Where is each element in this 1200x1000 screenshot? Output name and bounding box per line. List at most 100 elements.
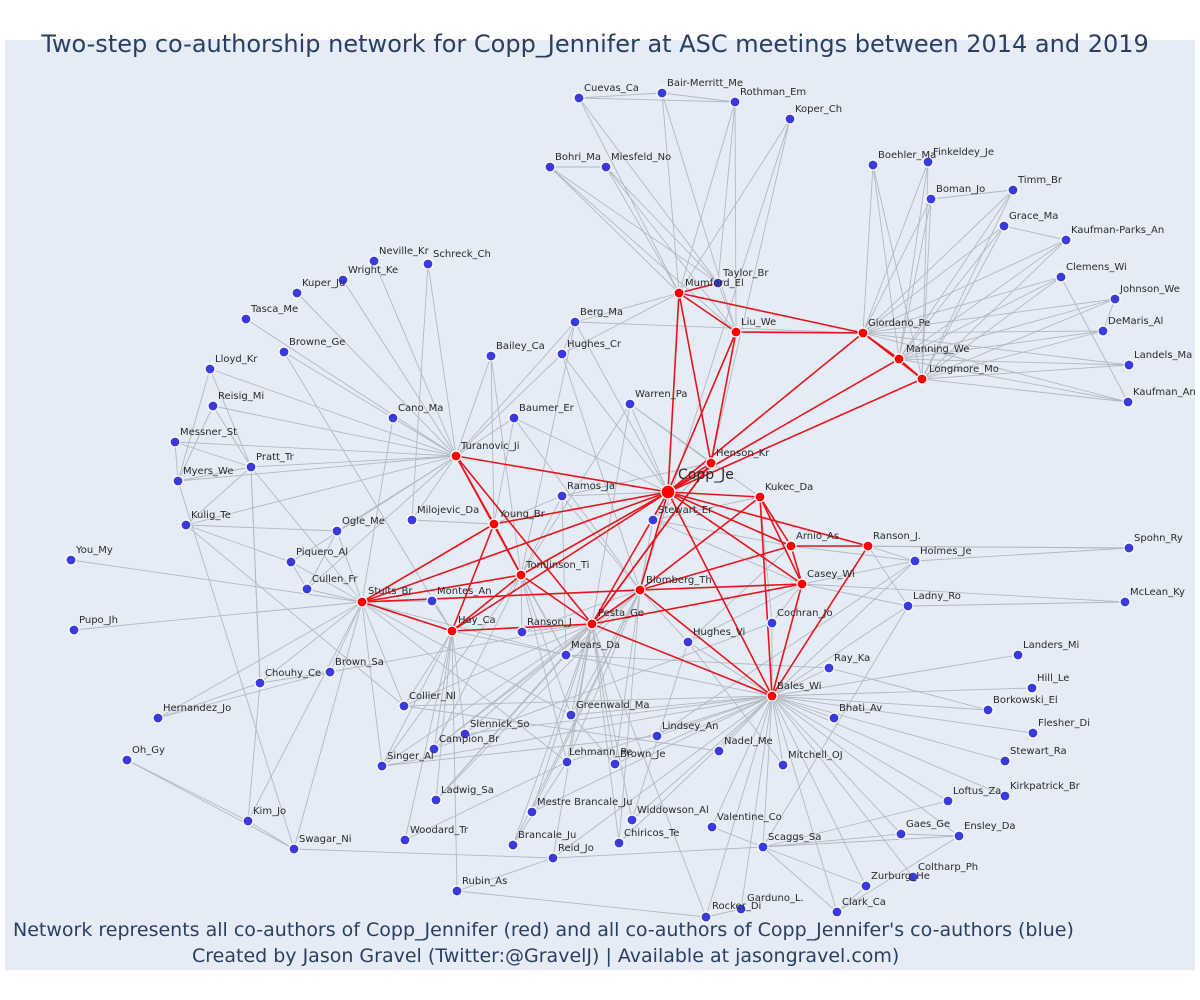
node-young-br[interactable] [488,518,500,530]
node-ensley-da[interactable] [953,830,965,842]
node-giordano-pe[interactable] [857,327,869,339]
node-clemens-wi[interactable] [1055,271,1067,283]
node-brancale-ju[interactable] [507,839,519,851]
node-ogle-me[interactable] [331,525,343,537]
node-mitchell-oj[interactable] [777,759,789,771]
node-rothman-em[interactable] [729,96,741,108]
node-lloyd-kr[interactable] [204,363,216,375]
node-kaufman-parks-an[interactable] [1060,234,1072,246]
node-johnson-we[interactable] [1109,293,1121,305]
node-hughes-vi[interactable] [682,636,694,648]
node-kukec-da[interactable] [754,491,766,503]
node-bhati-av[interactable] [828,712,840,724]
node-cochran-jo[interactable] [766,617,778,629]
node-grace-ma[interactable] [998,220,1010,232]
node-boman-jo[interactable] [925,193,937,205]
node-blomberg-th[interactable] [634,584,646,596]
node-brown-sa[interactable] [324,666,336,678]
node-cano-ma[interactable] [387,412,399,424]
node-oh-gy[interactable] [121,754,133,766]
node-liu-we[interactable] [730,326,742,338]
node-mumford-el[interactable] [673,287,685,299]
node-casey-wi[interactable] [796,578,808,590]
node-manning-we[interactable] [893,353,905,365]
node-bair-merritt-me[interactable] [656,87,668,99]
node-collier-nl[interactable] [398,700,410,712]
node-copp-je[interactable] [660,484,676,500]
node-arnio-as[interactable] [785,540,797,552]
node-kaufman-an[interactable] [1122,396,1134,408]
node-clark-ca[interactable] [831,906,843,918]
node-ladny-ro[interactable] [902,600,914,612]
node-holmes-je[interactable] [909,555,921,567]
node-bales-wi[interactable] [766,690,778,702]
node-rocker-di[interactable] [700,911,712,923]
node-ray-ka[interactable] [823,662,835,674]
node-loftus-za[interactable] [942,795,954,807]
node-mclean-ky[interactable] [1119,596,1131,608]
node-flesher-di[interactable] [1027,727,1039,739]
node-kirkpatrick-br[interactable] [999,790,1011,802]
node-lehmann-pe[interactable] [561,756,573,768]
node-kim-jo[interactable] [242,815,254,827]
node-stewart-er[interactable] [647,514,659,526]
node-myers-we[interactable] [172,475,184,487]
node-finkeldey-je[interactable] [922,156,934,168]
node-tomlinson-ti[interactable] [515,569,527,581]
node-coltharp-ph[interactable] [907,871,919,883]
node-schreck-ch[interactable] [422,258,434,270]
node-warren-pa[interactable] [624,398,636,410]
node-piquero-al[interactable] [285,556,297,568]
node-hughes-cr[interactable] [556,348,568,360]
node-garduno-l[interactable] [735,903,747,915]
node-ranson-j[interactable] [516,626,528,638]
node-hay-ca[interactable] [446,625,458,637]
node-swagar-ni[interactable] [288,843,300,855]
node-brown-je[interactable] [609,758,621,770]
node-spohn-ry[interactable] [1123,542,1135,554]
node-timm-br[interactable] [1007,184,1019,196]
node-messner-st[interactable] [169,436,181,448]
node-pesta-ge[interactable] [586,618,598,630]
node-zurburg-he[interactable] [860,880,872,892]
node-browne-ge[interactable] [278,346,290,358]
node-widdowson-al[interactable] [626,814,638,826]
node-singer-al[interactable] [376,760,388,772]
node-chiricos-te[interactable] [613,837,625,849]
node-boehler-ma[interactable] [867,159,879,171]
node-koper-ch[interactable] [784,113,796,125]
node-demaris-al[interactable] [1097,325,1109,337]
node-slennick-so[interactable] [459,728,471,740]
node-taylor-br[interactable] [712,277,724,289]
node-cuevas-ca[interactable] [573,92,585,104]
node-henson-kr[interactable] [705,457,717,469]
node-mears-da[interactable] [560,649,572,661]
node-nadel-me[interactable] [713,745,725,757]
node-ranson-j[interactable] [862,540,874,552]
node-reisig-mi[interactable] [207,400,219,412]
node-lindsey-an[interactable] [651,730,663,742]
node-stults-br[interactable] [356,596,368,608]
node-milojevic-da[interactable] [406,514,418,526]
node-woodard-tr[interactable] [399,834,411,846]
node-greenwald-ma[interactable] [565,709,577,721]
node-cullen-fr[interactable] [301,583,313,595]
node-landers-mi[interactable] [1012,649,1024,661]
node-hernandez-jo[interactable] [152,712,164,724]
node-ladwig-sa[interactable] [430,794,442,806]
node-chouhy-ce[interactable] [254,677,266,689]
node-neville-kr[interactable] [368,255,380,267]
node-longmore-mo[interactable] [916,373,928,385]
node-montes-an[interactable] [426,595,438,607]
node-reid-jo[interactable] [547,852,559,864]
node-tasca-me[interactable] [240,313,252,325]
node-ramos-ja[interactable] [556,490,568,502]
node-turanovic-ji[interactable] [450,450,462,462]
node-valentine-co[interactable] [706,821,718,833]
node-kuper-ju[interactable] [291,287,303,299]
node-miesfeld-no[interactable] [600,161,612,173]
node-bailey-ca[interactable] [485,350,497,362]
node-mestre-brancale-ju[interactable] [526,806,538,818]
node-pratt-tr[interactable] [245,461,257,473]
